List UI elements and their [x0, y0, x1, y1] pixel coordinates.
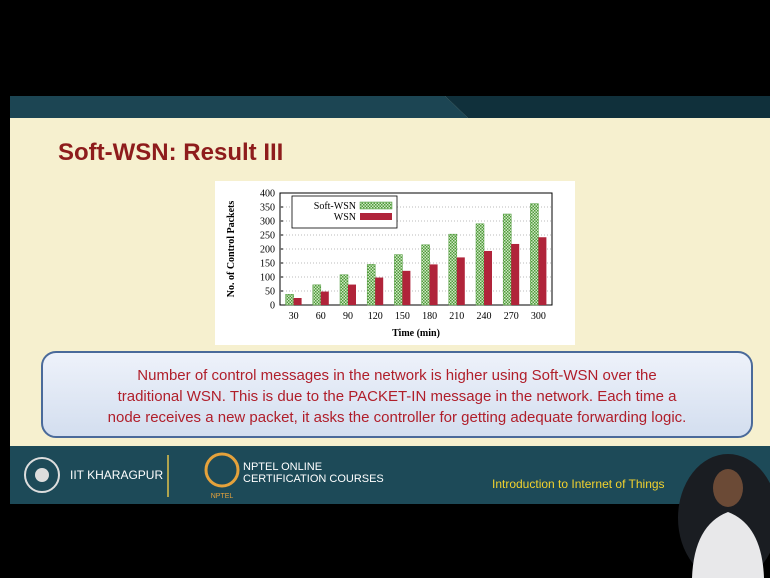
- y-tick-label: 300: [260, 217, 275, 228]
- course-name: Introduction to Internet of Things: [492, 477, 665, 491]
- y-tick-label: 50: [265, 287, 275, 298]
- x-tick-label: 270: [504, 311, 519, 322]
- bar: [348, 284, 356, 305]
- top-band: [10, 96, 468, 118]
- legend-swatch: [360, 213, 392, 220]
- bar: [421, 244, 430, 306]
- bar: [293, 298, 302, 305]
- caption-line: Number of control messages in the networ…: [137, 367, 656, 384]
- x-tick-label: 120: [368, 311, 383, 322]
- bar: [538, 237, 547, 305]
- bar: [285, 294, 294, 306]
- presenter-head: [713, 469, 743, 507]
- institute-name: IIT KHARAGPUR: [70, 468, 163, 482]
- bar: [530, 203, 539, 306]
- x-tick-label: 30: [289, 311, 299, 322]
- bar: [448, 233, 458, 306]
- y-tick-label: 400: [260, 189, 275, 200]
- bar: [502, 213, 512, 306]
- y-tick-label: 100: [260, 273, 275, 284]
- x-tick-label: 90: [343, 311, 353, 322]
- legend-box: [291, 195, 398, 229]
- bar: [320, 291, 329, 305]
- bar: [429, 264, 438, 305]
- bar: [339, 274, 349, 306]
- y-axis-label: No. of Control Packets: [226, 201, 237, 298]
- bar: [475, 223, 485, 306]
- x-tick-label: 150: [395, 311, 410, 322]
- caption-line: node receives a new packet, it asks the …: [108, 409, 687, 426]
- top-band-dark: [445, 96, 770, 118]
- y-tick-label: 150: [260, 259, 275, 270]
- footer-band: [10, 446, 770, 504]
- bar: [375, 277, 384, 305]
- x-tick-label: 60: [316, 311, 326, 322]
- legend-label: Soft-WSN: [314, 201, 356, 212]
- bar: [484, 250, 492, 305]
- plot-frame: [279, 192, 553, 306]
- bar: [402, 270, 411, 305]
- bar: [511, 243, 520, 305]
- bar: [456, 257, 465, 305]
- x-axis-label: Time (min): [392, 328, 440, 339]
- slide-title: Soft-WSN: Result III: [58, 139, 283, 166]
- x-tick-label: 180: [422, 311, 437, 322]
- bar: [366, 264, 376, 306]
- legend-swatch: [359, 201, 393, 210]
- chart: 0 50 100 150 200 250 300 350 400 30 60 90 120 150 180 2…: [226, 189, 553, 339]
- nptel-line: CERTIFICATION COURSES: [243, 473, 384, 485]
- nptel-line: NPTEL ONLINE: [243, 461, 322, 473]
- nptel-logo-text: NPTEL: [211, 493, 234, 500]
- bar: [312, 284, 322, 306]
- y-tick-label: 0: [270, 301, 275, 312]
- y-tick-label: 250: [260, 231, 275, 242]
- iit-logo-center: [35, 468, 49, 482]
- y-tick-label: 200: [260, 245, 275, 256]
- y-tick-label: 350: [260, 203, 275, 214]
- caption-box: [41, 351, 753, 438]
- caption-line: traditional WSN. This is due to the PACK…: [118, 388, 678, 405]
- bar: [394, 254, 403, 306]
- bottom-black: [0, 504, 678, 578]
- presenter-body: [692, 512, 764, 578]
- x-tick-label: 240: [477, 311, 492, 322]
- iit-logo: [24, 457, 60, 493]
- nptel-logo: [204, 452, 240, 488]
- x-tick-label: 300: [531, 311, 546, 322]
- legend-label: WSN: [334, 212, 356, 223]
- x-tick-label: 210: [449, 311, 464, 322]
- caption: Number of control messages in the networ…: [108, 367, 687, 426]
